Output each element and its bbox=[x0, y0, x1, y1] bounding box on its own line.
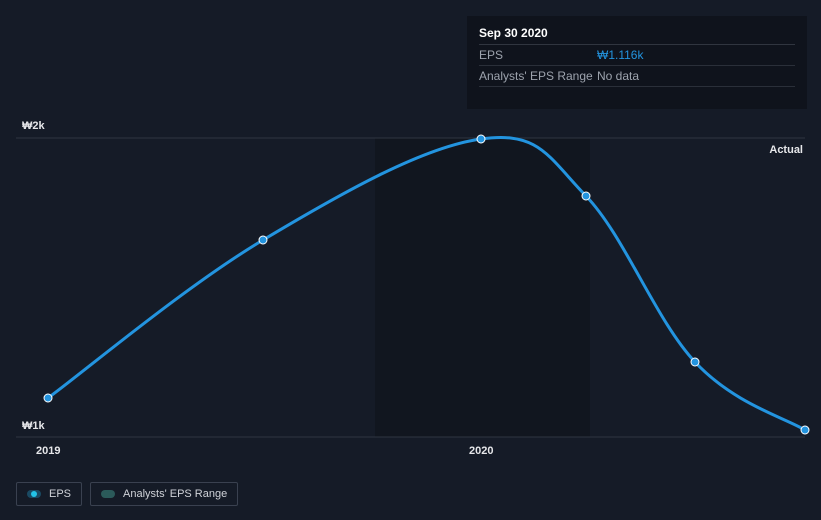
data-point[interactable] bbox=[259, 236, 267, 244]
data-point[interactable] bbox=[691, 358, 699, 366]
tooltip-label: Analysts' EPS Range bbox=[479, 69, 597, 83]
data-point[interactable] bbox=[44, 394, 52, 402]
tooltip-label: EPS bbox=[479, 48, 597, 62]
legend-label: EPS bbox=[49, 488, 71, 500]
tooltip-row: EPS ₩1.116k bbox=[479, 45, 795, 66]
actual-label: Actual bbox=[769, 144, 803, 156]
tooltip-row: Analysts' EPS Range No data bbox=[479, 66, 795, 87]
y-tick-label: ₩2k bbox=[22, 120, 45, 132]
y-tick-label: ₩1k bbox=[22, 420, 45, 432]
data-point[interactable] bbox=[477, 135, 485, 143]
chart-tooltip: Sep 30 2020 EPS ₩1.116k Analysts' EPS Ra… bbox=[467, 16, 807, 109]
x-tick-label: 2020 bbox=[469, 445, 493, 457]
data-point[interactable] bbox=[801, 426, 809, 434]
legend-swatch-icon bbox=[101, 490, 115, 498]
tooltip-value: ₩1.116k bbox=[597, 48, 643, 62]
chart-legend: EPS Analysts' EPS Range bbox=[16, 482, 238, 506]
data-point[interactable] bbox=[582, 192, 590, 200]
chart-shade-band bbox=[375, 138, 590, 437]
legend-swatch-icon bbox=[27, 490, 41, 498]
legend-item-analysts-eps-range[interactable]: Analysts' EPS Range bbox=[90, 482, 238, 506]
x-tick-label: 2019 bbox=[36, 445, 60, 457]
chart-container: { "tooltip": { "title": "Sep 30 2020", "… bbox=[0, 0, 821, 520]
tooltip-title: Sep 30 2020 bbox=[479, 26, 795, 45]
tooltip-value: No data bbox=[597, 69, 639, 83]
legend-item-eps[interactable]: EPS bbox=[16, 482, 82, 506]
legend-label: Analysts' EPS Range bbox=[123, 488, 227, 500]
